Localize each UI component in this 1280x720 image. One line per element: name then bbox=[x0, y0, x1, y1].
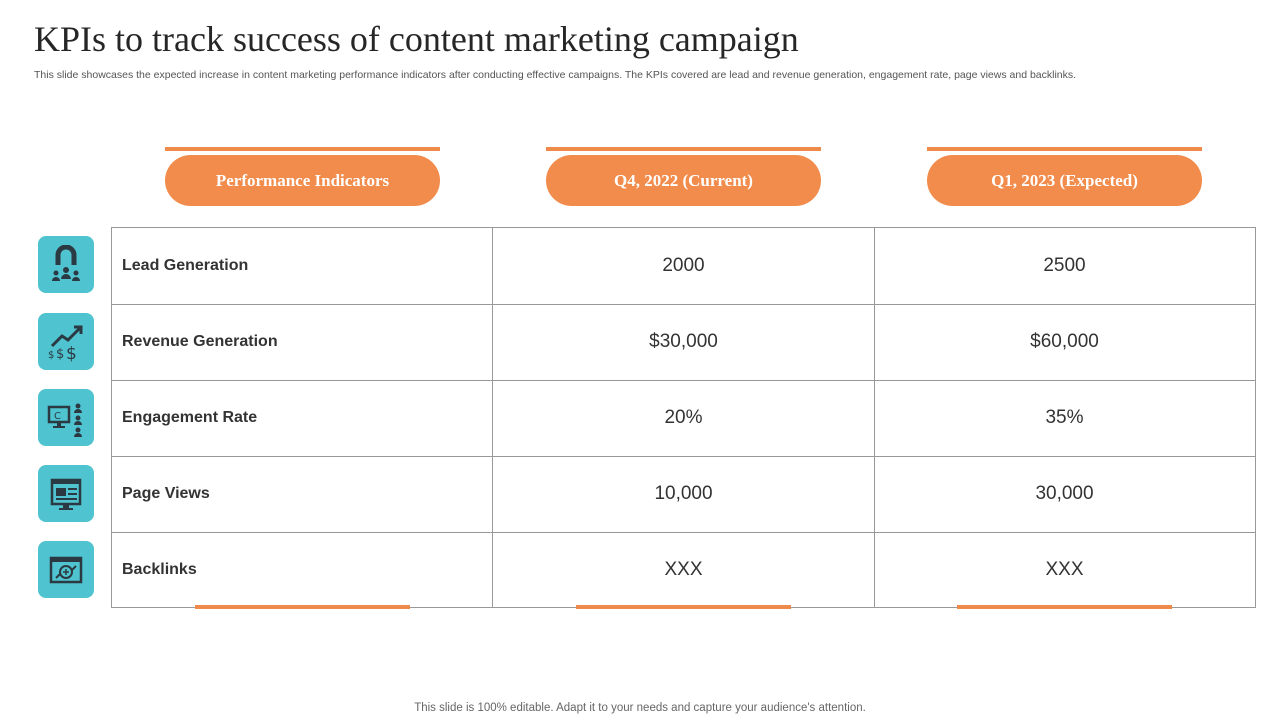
header-pill: Q1, 2023 (Expected) bbox=[927, 155, 1202, 206]
svg-text:$: $ bbox=[48, 350, 54, 361]
svg-text:C: C bbox=[54, 411, 61, 422]
table-row: Backlinks XXX XXX bbox=[112, 532, 1255, 608]
webpage-views-icon bbox=[38, 465, 94, 522]
column-underline bbox=[957, 605, 1172, 609]
current-value: 2000 bbox=[493, 228, 875, 304]
browser-link-icon bbox=[38, 541, 94, 598]
table-row: Revenue Generation $30,000 $60,000 bbox=[112, 304, 1255, 381]
svg-text:$: $ bbox=[66, 344, 77, 362]
column-underline bbox=[195, 605, 410, 609]
kpi-label: Revenue Generation bbox=[112, 304, 493, 380]
expected-value: $60,000 bbox=[1030, 331, 1099, 352]
slide-title: KPIs to track success of content marketi… bbox=[34, 19, 799, 59]
kpi-label: Backlinks bbox=[112, 532, 493, 608]
column-header-indicators: Performance Indicators bbox=[165, 147, 440, 206]
kpi-label: Page Views bbox=[112, 456, 493, 532]
kpi-label: Engagement Rate bbox=[112, 380, 493, 456]
kpi-label: Lead Generation bbox=[112, 228, 493, 304]
header-top-bar bbox=[546, 147, 821, 151]
slide-subtitle: This slide showcases the expected increa… bbox=[34, 69, 1077, 81]
expected-value: 2500 bbox=[1043, 255, 1086, 276]
money-growth-icon: $ $ $ bbox=[38, 313, 94, 370]
column-underline bbox=[576, 605, 791, 609]
monitor-audience-icon: C bbox=[38, 389, 94, 446]
current-value: 10,000 bbox=[493, 456, 875, 532]
header-top-bar bbox=[165, 147, 440, 151]
svg-text:$: $ bbox=[56, 347, 64, 362]
current-value: 20% bbox=[493, 380, 875, 456]
table-row: Lead Generation 2000 2500 bbox=[112, 228, 1255, 305]
magnet-people-icon bbox=[38, 236, 94, 293]
slide-footer: This slide is 100% editable. Adapt it to… bbox=[414, 702, 866, 714]
kpi-table: Lead Generation 2000 2500 Revenue Genera… bbox=[111, 227, 1256, 608]
current-value: $30,000 bbox=[493, 304, 875, 380]
column-header-current: Q4, 2022 (Current) bbox=[546, 147, 821, 206]
column-header-expected: Q1, 2023 (Expected) bbox=[927, 147, 1202, 206]
table-row: Engagement Rate 20% 35% bbox=[112, 380, 1255, 457]
expected-value: 35% bbox=[1045, 407, 1084, 428]
header-top-bar bbox=[927, 147, 1202, 151]
table-row: Page Views 10,000 30,000 bbox=[112, 456, 1255, 533]
header-pill: Performance Indicators bbox=[165, 155, 440, 206]
current-value: XXX bbox=[493, 532, 875, 608]
expected-value: XXX bbox=[1045, 559, 1084, 580]
expected-value: 30,000 bbox=[1035, 483, 1094, 504]
header-pill: Q4, 2022 (Current) bbox=[546, 155, 821, 206]
